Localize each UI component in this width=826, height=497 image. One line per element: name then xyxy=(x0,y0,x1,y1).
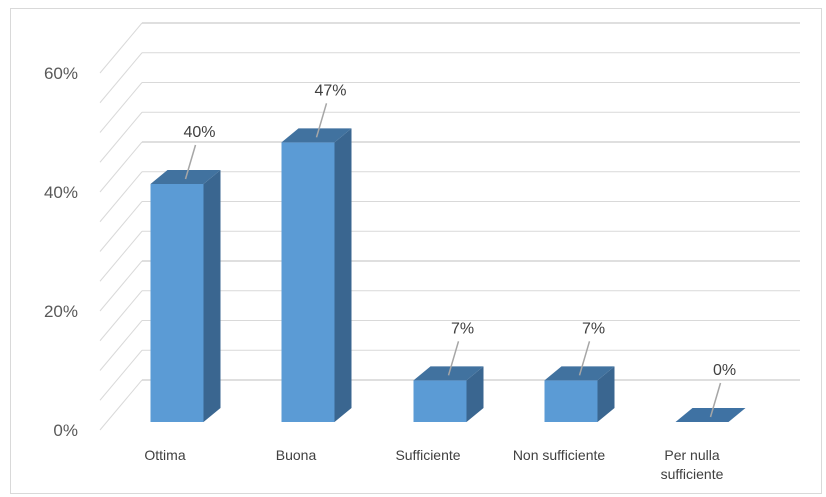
gridline-side xyxy=(99,52,143,104)
gridline-side xyxy=(99,111,143,163)
data-label: 7% xyxy=(451,320,474,337)
data-labels: 40% 47% 7% 7% 0% xyxy=(183,82,736,418)
gridline-side xyxy=(99,230,143,282)
category-label: Non sufficiente xyxy=(513,447,606,463)
leader-line xyxy=(184,144,197,180)
category-label: Ottima xyxy=(144,447,185,463)
bar-front xyxy=(150,184,204,422)
leader-line xyxy=(315,103,328,138)
data-label: 40% xyxy=(183,124,215,141)
category-label: Buona xyxy=(276,447,317,463)
gridline-side xyxy=(99,290,143,342)
category-label: Sufficiente xyxy=(395,447,460,463)
gridline-side xyxy=(99,349,143,401)
gridline-side xyxy=(99,260,143,312)
bar-1 xyxy=(281,128,352,422)
gridline-side xyxy=(99,141,143,193)
y-tick-label: 60% xyxy=(44,64,78,83)
gridline-side xyxy=(99,201,143,252)
bar-front xyxy=(281,142,335,422)
y-tick-label: 20% xyxy=(44,302,78,321)
gridline-side xyxy=(99,171,143,223)
bar-side xyxy=(334,128,352,422)
y-axis-ticks: 0% 20% 40% 60% xyxy=(44,64,78,440)
data-label: 7% xyxy=(582,320,605,337)
bar-front xyxy=(413,380,467,422)
bar-side xyxy=(466,366,484,422)
category-label: Per nulla sufficiente xyxy=(661,447,724,482)
data-label: 47% xyxy=(314,82,346,99)
data-label: 0% xyxy=(713,362,736,379)
gridline-side xyxy=(99,379,143,431)
leader-line xyxy=(578,341,591,376)
x-axis-categories: Ottima Buona Sufficiente Non sufficiente Per… xyxy=(144,447,723,482)
y-tick-label: 0% xyxy=(53,421,78,440)
gridline-side xyxy=(99,320,143,371)
bar-2 xyxy=(413,366,484,422)
bar-front xyxy=(544,380,598,422)
gridline-side xyxy=(99,22,143,74)
bar-side xyxy=(203,170,221,422)
y-tick-label: 40% xyxy=(44,183,78,202)
gridlines xyxy=(99,22,800,431)
leader-line xyxy=(709,382,722,418)
bar-side xyxy=(597,366,615,422)
bars xyxy=(150,128,746,422)
gridline-side xyxy=(99,82,143,133)
bar-0 xyxy=(150,170,221,422)
leader-line xyxy=(447,341,460,376)
